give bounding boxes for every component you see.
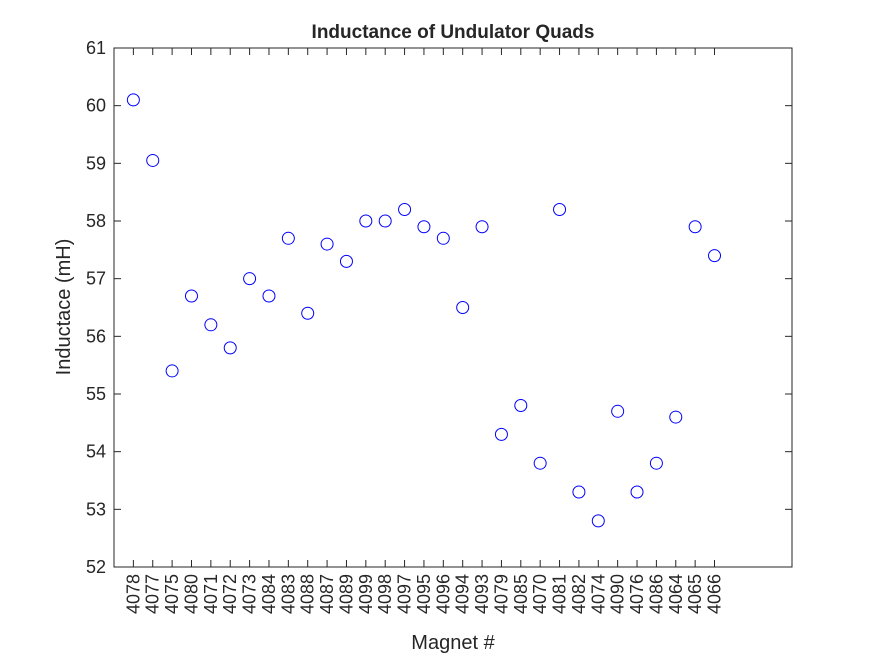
x-tick-label: 4098 — [375, 574, 395, 614]
x-tick-label: 4076 — [627, 574, 647, 614]
data-point — [243, 272, 257, 286]
data-point — [669, 410, 683, 424]
data-point — [339, 254, 353, 268]
x-tick-label: 4095 — [414, 574, 434, 614]
x-axis: 4078 4077 4075 4080 4071 4072 4073 4084 4083 4088… — [123, 48, 725, 614]
x-tick-label: 4081 — [550, 574, 570, 614]
x-tick-label: 4086 — [646, 574, 666, 614]
data-point — [301, 306, 315, 320]
x-tick-label: 4065 — [685, 574, 705, 614]
data-point — [398, 202, 412, 216]
x-tick-label: 4077 — [143, 574, 163, 614]
data-point — [223, 341, 237, 355]
y-tick-label: 57 — [86, 269, 106, 289]
y-tick-label: 59 — [86, 153, 106, 173]
data-point — [262, 289, 276, 303]
data-point — [281, 231, 295, 245]
x-tick-label: 4064 — [666, 574, 686, 614]
data-point — [126, 93, 140, 107]
y-tick-label: 58 — [86, 211, 106, 231]
data-point — [533, 456, 547, 470]
x-tick-label: 4070 — [530, 574, 550, 614]
x-tick-label: 4066 — [705, 574, 725, 614]
y-axis: 52 53 54 55 56 57 58 59 60 61 — [86, 38, 792, 577]
data-point — [204, 318, 218, 332]
data-point — [456, 301, 470, 314]
data-point — [591, 514, 605, 528]
y-tick-label: 54 — [86, 442, 106, 462]
x-tick-label: 4090 — [608, 574, 628, 614]
x-tick-label: 4074 — [588, 574, 608, 614]
x-tick-label: 4082 — [569, 574, 589, 614]
x-tick-label: 4088 — [298, 574, 318, 614]
data-point — [359, 214, 373, 228]
x-tick-label: 4075 — [162, 574, 182, 614]
x-tick-label: 4087 — [317, 574, 337, 614]
data-point — [417, 220, 431, 234]
x-tick-label: 4094 — [453, 574, 473, 614]
data-point — [436, 231, 450, 245]
chart-title: Inductance of Undulator Quads — [312, 22, 595, 43]
x-axis-label: Magnet # — [411, 632, 495, 654]
x-tick-label: 4099 — [356, 574, 376, 614]
x-tick-label: 4097 — [395, 574, 415, 614]
x-tick-label: 4073 — [240, 574, 260, 614]
data-point — [320, 237, 334, 251]
y-tick-label: 55 — [86, 384, 106, 404]
data-point — [649, 456, 663, 470]
x-tick-label: 4084 — [259, 574, 279, 614]
x-tick-label: 4093 — [472, 574, 492, 614]
x-tick-label: 4078 — [123, 574, 143, 614]
x-tick-label: 4083 — [278, 574, 298, 614]
data-point — [630, 485, 644, 499]
x-tick-label: 4080 — [181, 574, 201, 614]
y-tick-label: 60 — [86, 96, 106, 116]
data-point — [165, 364, 179, 378]
x-tick-label: 4096 — [433, 574, 453, 614]
data-point — [146, 153, 160, 167]
y-axis-label: Inductace (mH) — [53, 239, 75, 376]
data-point — [514, 399, 528, 413]
data-point — [475, 220, 489, 234]
data-point — [688, 220, 702, 234]
y-tick-label: 56 — [86, 326, 106, 346]
data-points — [126, 93, 722, 528]
y-tick-label: 53 — [86, 499, 106, 519]
data-point — [184, 289, 198, 303]
x-tick-label: 4079 — [491, 574, 511, 614]
x-tick-label: 4085 — [511, 574, 531, 614]
y-tick-label: 61 — [86, 38, 106, 58]
data-point — [553, 202, 567, 216]
data-point — [572, 485, 586, 499]
x-tick-label: 4072 — [220, 574, 240, 614]
y-tick-label: 52 — [86, 557, 106, 577]
data-point — [611, 404, 625, 418]
data-point — [378, 214, 392, 228]
x-tick-label: 4089 — [336, 574, 356, 614]
x-tick-label: 4071 — [201, 574, 221, 614]
data-point — [708, 249, 722, 263]
data-point — [494, 427, 508, 441]
plot-area — [113, 47, 793, 568]
